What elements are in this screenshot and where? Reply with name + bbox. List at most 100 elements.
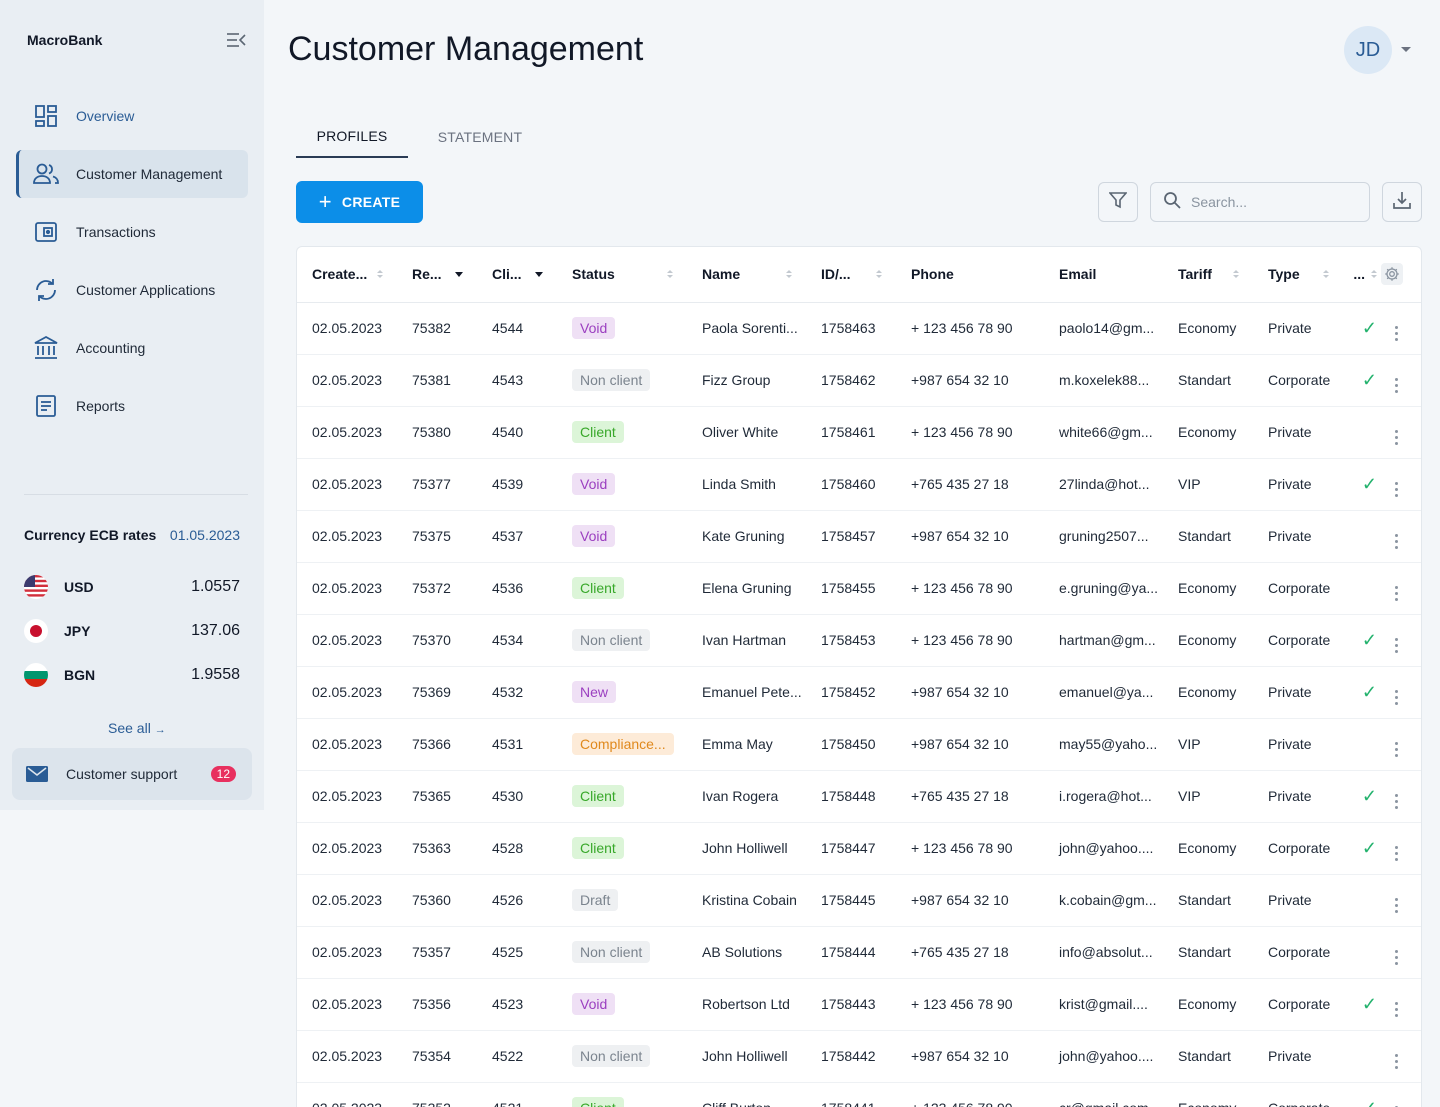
table-row[interactable]: 02.05.2023 75380 4540 Client Oliver White 175… [297, 406, 1421, 459]
table-row[interactable]: 02.05.2023 75354 4522 Non client John Holliw… [297, 1030, 1421, 1083]
more-vertical-icon[interactable] [1391, 637, 1401, 653]
more-vertical-icon[interactable] [1391, 533, 1401, 549]
cell-type: Private [1253, 770, 1343, 823]
more-vertical-icon[interactable] [1391, 325, 1401, 341]
settings-gear-icon[interactable] [1381, 263, 1403, 286]
users-icon [32, 160, 60, 188]
cell-actions [1377, 458, 1421, 511]
mail-icon [26, 766, 48, 782]
more-vertical-icon[interactable] [1391, 741, 1401, 757]
table-row[interactable]: 02.05.2023 75360 4526 Draft Kristina Cobain 1… [297, 874, 1421, 927]
table-row[interactable]: 02.05.2023 75366 4531 Compliance... Emma May… [297, 718, 1421, 771]
column-header-more[interactable]: ... [1343, 247, 1377, 303]
table-row[interactable]: 02.05.2023 75365 4530 Client Ivan Rogera 1758… [297, 770, 1421, 823]
cell-created: 02.05.2023 [297, 302, 397, 355]
column-header-status[interactable]: Status [557, 247, 687, 303]
sidebar-item-customer-applications[interactable]: Customer Applications [16, 266, 248, 314]
column-header-name[interactable]: Name [687, 247, 806, 303]
filter-button[interactable] [1098, 182, 1138, 222]
status-badge: Client [572, 1097, 624, 1107]
search-input[interactable] [1191, 194, 1351, 210]
cell-phone: +987 654 32 10 [896, 718, 1044, 771]
column-header-created[interactable]: Create... [297, 247, 397, 303]
cell-ref: 75360 [397, 874, 477, 927]
cell-name: Paola Sorenti... [687, 302, 806, 355]
cell-actions [1377, 874, 1421, 927]
table-row[interactable]: 02.05.2023 75381 4543 Non client Fizz Group 1… [297, 354, 1421, 407]
brand-logo[interactable]: MacroBank [27, 32, 103, 48]
table-row[interactable]: 02.05.2023753524521 Client Cliff Burton175… [297, 1082, 1421, 1107]
cell-check: ✓ [1343, 614, 1377, 667]
sidebar-item-overview[interactable]: Overview [16, 92, 248, 140]
status-badge: Void [572, 525, 616, 547]
more-vertical-icon[interactable] [1391, 585, 1401, 601]
table-row[interactable]: 02.05.2023 75370 4534 Non client Ivan Hartma… [297, 614, 1421, 667]
cell-client: 4537 [477, 510, 557, 563]
cell-actions [1377, 1082, 1421, 1107]
cell-tariff: Economy [1163, 302, 1253, 355]
cell-client: 4531 [477, 718, 557, 771]
cell-status: Void [557, 302, 687, 355]
cell-type: Private [1253, 1030, 1343, 1083]
cell-ref: 75375 [397, 510, 477, 563]
cell-phone: +765 435 27 18 [896, 926, 1044, 979]
more-vertical-icon[interactable] [1391, 429, 1401, 445]
cell-status: Non client [557, 614, 687, 667]
cell-created: 02.05.2023 [297, 458, 397, 511]
table-row[interactable]: 02.05.2023 75377 4539 Void Linda Smith 175846… [297, 458, 1421, 511]
cell-actions [1377, 354, 1421, 407]
table-row[interactable]: 02.05.2023 75357 4525 Non client AB Solution… [297, 926, 1421, 979]
chevron-down-icon[interactable] [1401, 47, 1411, 52]
collapse-menu-icon[interactable] [226, 31, 246, 49]
cell-status: Non client [557, 1030, 687, 1083]
cell-client: 4521 [477, 1082, 557, 1107]
column-header-ref[interactable]: Re... [397, 247, 477, 303]
more-vertical-icon[interactable] [1391, 845, 1401, 861]
column-header-client[interactable]: Cli... [477, 247, 557, 303]
sidebar-item-transactions[interactable]: Transactions [16, 208, 248, 256]
column-header-tariff[interactable]: Tariff [1163, 247, 1253, 303]
cell-check: ✓ [1343, 770, 1377, 823]
cell-tariff: Standart [1163, 1030, 1253, 1083]
more-vertical-icon[interactable] [1391, 1105, 1401, 1107]
see-all-link[interactable]: See all → [108, 720, 166, 736]
more-vertical-icon[interactable] [1391, 949, 1401, 965]
column-header-id[interactable]: ID/... [806, 247, 896, 303]
more-vertical-icon[interactable] [1391, 793, 1401, 809]
table-row[interactable]: 02.05.2023 75375 4537 Void Kate Gruning 17584… [297, 510, 1421, 563]
column-header-phone[interactable]: Phone [896, 247, 1044, 303]
more-vertical-icon[interactable] [1391, 377, 1401, 393]
more-vertical-icon[interactable] [1391, 1053, 1401, 1069]
sidebar-item-reports[interactable]: Reports [16, 382, 248, 430]
column-header-type[interactable]: Type [1253, 247, 1343, 303]
cell-tariff: Economy [1163, 562, 1253, 615]
cell-actions [1377, 770, 1421, 823]
more-vertical-icon[interactable] [1391, 897, 1401, 913]
cell-actions [1377, 614, 1421, 667]
table-row[interactable]: 02.05.2023 75363 4528 Client John Holliwell 1… [297, 822, 1421, 875]
cell-created: 02.05.2023 [297, 770, 397, 823]
table-row[interactable]: 02.05.2023 75369 4532 New Emanuel Pete... 175… [297, 666, 1421, 719]
more-vertical-icon[interactable] [1391, 689, 1401, 705]
notification-badge: 12 [210, 766, 236, 782]
tab-statement[interactable]: STATEMENT [437, 129, 523, 145]
sort-desc-icon [535, 271, 543, 277]
cell-check [1343, 406, 1377, 459]
more-vertical-icon[interactable] [1391, 1001, 1401, 1017]
customer-support-button[interactable]: Customer support 12 [12, 748, 252, 800]
create-button[interactable]: + CREATE [296, 181, 423, 223]
column-header-email[interactable]: Email [1044, 247, 1163, 303]
table-row[interactable]: 02.05.2023 75372 4536 Client Elena Gruning 17… [297, 562, 1421, 615]
avatar[interactable]: JD [1344, 26, 1392, 74]
sidebar-item-customer-management[interactable]: Customer Management [16, 150, 248, 198]
tab-profiles[interactable]: PROFILES [296, 116, 408, 158]
table-row[interactable]: 02.05.2023 75356 4523 Void Robertson Ltd 1758… [297, 978, 1421, 1031]
more-vertical-icon[interactable] [1391, 481, 1401, 497]
cell-created: 02.05.2023 [297, 1030, 397, 1083]
download-button[interactable] [1382, 182, 1422, 222]
cell-created: 02.05.2023 [297, 718, 397, 771]
cell-check [1343, 718, 1377, 771]
sidebar-item-accounting[interactable]: Accounting [16, 324, 248, 372]
table-row[interactable]: 02.05.2023 75382 4544 Void Paola Sorenti... 1… [297, 302, 1421, 355]
cell-email: k.cobain@gm... [1044, 874, 1163, 927]
